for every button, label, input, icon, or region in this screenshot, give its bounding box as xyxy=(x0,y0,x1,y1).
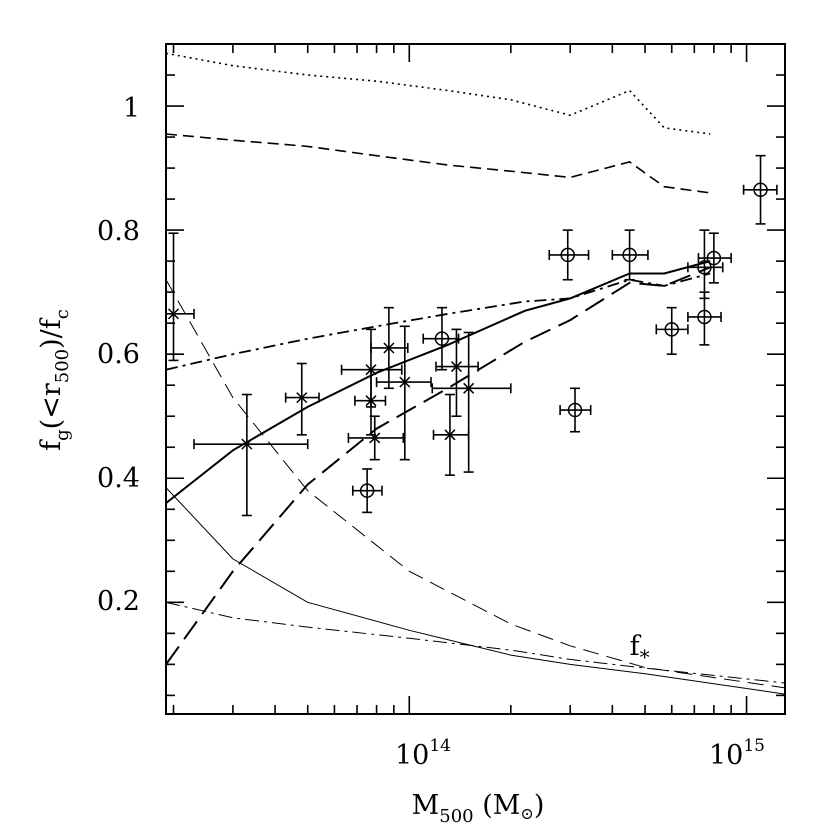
circle-point-2-marker xyxy=(697,260,712,275)
x-tick-label-1e15: 1015 xyxy=(709,736,765,771)
star-point-2-diag2 xyxy=(296,392,308,404)
series-dashed-thin-falling xyxy=(166,279,785,689)
f-star-annotation: f* xyxy=(630,631,650,669)
star-point-7-diag2 xyxy=(399,376,411,388)
y-tick-label-0.4: 0.4 xyxy=(97,463,140,494)
series-dashdot-thick xyxy=(166,272,711,371)
circle-point-0-marker xyxy=(560,247,575,263)
series-longdash-thick xyxy=(166,266,711,665)
star-point-4-diag2 xyxy=(383,342,395,354)
y-tick-label-0.2: 0.2 xyxy=(97,586,140,617)
series-dashed-upper xyxy=(166,133,711,194)
star-point-8-diag2 xyxy=(444,429,456,441)
circle-point-3-marker xyxy=(706,250,722,266)
y-axis-title: fg(<r500)/fc xyxy=(36,309,73,451)
star-point-5-diag2 xyxy=(365,395,377,407)
curves-layer xyxy=(166,52,785,695)
circle-point-9-marker xyxy=(359,483,375,498)
x-tick-label-1e14: 1014 xyxy=(395,736,451,771)
series-dashdot-thin-falling xyxy=(166,601,785,684)
series-solid-thin-falling xyxy=(166,487,785,695)
circle-point-4-marker xyxy=(664,322,679,337)
points-layer xyxy=(165,154,778,517)
circle-point-7-marker xyxy=(567,402,583,418)
circle-point-1-marker xyxy=(622,247,637,263)
x-axis-title: M500 (M⊙) xyxy=(412,790,545,827)
ticks-layer xyxy=(166,44,785,714)
star-point-0-diag2 xyxy=(167,308,180,320)
plot-frame xyxy=(165,43,786,715)
y-tick-label-1: 1 xyxy=(123,93,140,124)
circle-point-8-marker xyxy=(434,331,450,346)
y-tick-label-0.6: 0.6 xyxy=(97,339,140,370)
star-point-6-diag2 xyxy=(369,432,381,444)
star-point-1-diag2 xyxy=(241,438,253,450)
series-dotted-upper xyxy=(166,52,711,135)
y-tick-label-0.8: 0.8 xyxy=(97,216,140,247)
star-point-9-diag2 xyxy=(450,361,462,373)
star-point-10-diag2 xyxy=(463,382,475,394)
circle-point-5-marker xyxy=(697,309,712,325)
circle-point-6-marker xyxy=(753,182,768,198)
series-solid-thick xyxy=(166,260,711,504)
